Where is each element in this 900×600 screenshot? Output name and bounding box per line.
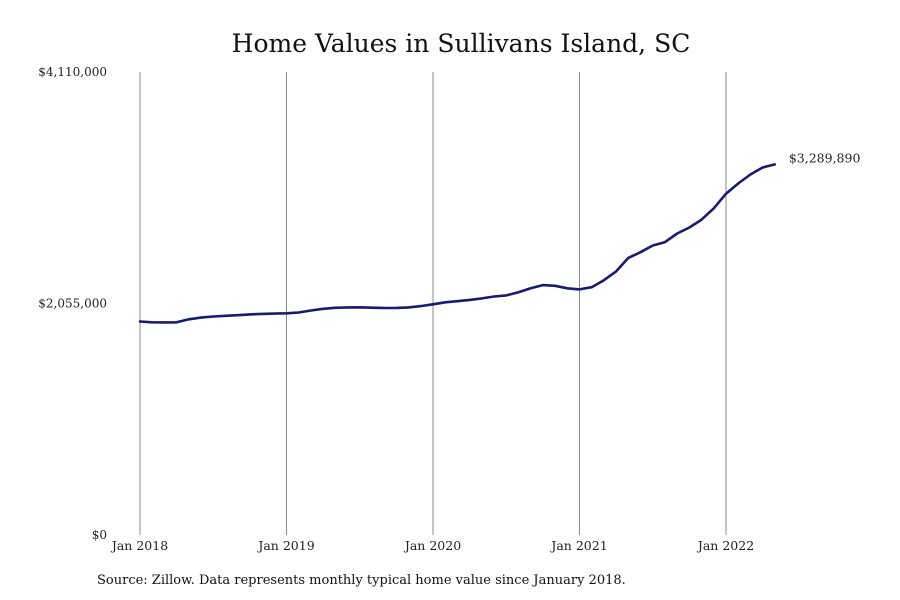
end-value-label: $3,289,890 (789, 150, 861, 165)
y-axis-ticks: $0 $2,055,000 $4,110,000 (38, 65, 107, 542)
y-tick-label: $0 (92, 528, 107, 542)
x-axis-ticks: Jan 2018 Jan 2019 Jan 2020 Jan 2021 Jan 2022 (110, 538, 754, 553)
chart-title: Home Values in Sullivans Island, SC (232, 29, 691, 58)
series-line (138, 163, 777, 324)
source-note: Source: Zillow. Data represents monthly … (97, 573, 626, 588)
x-tick-label: Jan 2022 (696, 538, 754, 553)
x-tick-label: Jan 2021 (549, 538, 607, 553)
x-tick-label: Jan 2020 (403, 538, 461, 553)
y-tick-label: $2,055,000 (38, 297, 107, 311)
y-tick-label: $4,110,000 (38, 65, 107, 79)
x-tick-label: Jan 2019 (256, 538, 314, 553)
x-tick-label: Jan 2018 (110, 538, 168, 553)
